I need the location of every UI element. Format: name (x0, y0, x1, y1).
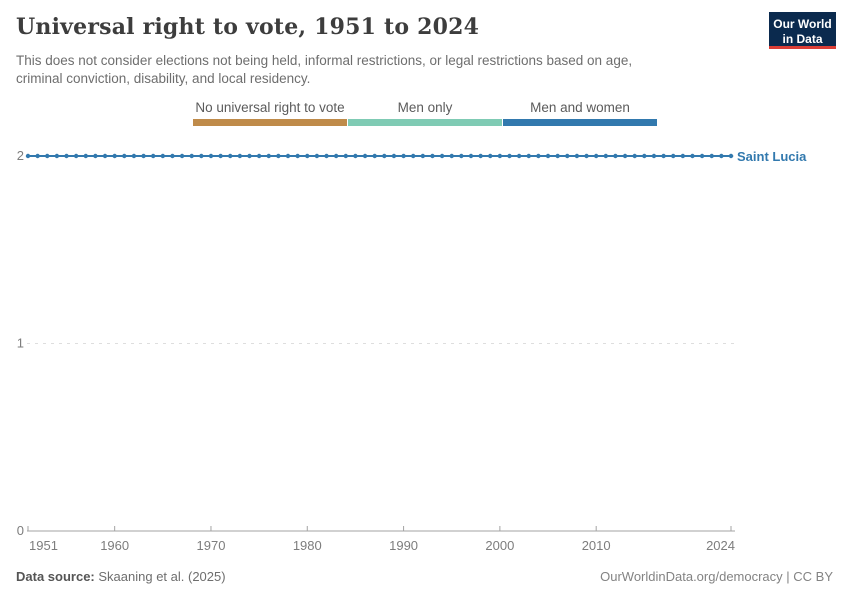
data-source-value: Skaaning et al. (2025) (98, 569, 226, 584)
svg-text:1980: 1980 (293, 538, 322, 553)
subtitle-line-1: This does not consider elections not bei… (16, 53, 633, 68)
legend-label: No universal right to vote (195, 100, 345, 115)
legend-label: Men only (397, 100, 453, 115)
legend-color-bar (348, 119, 502, 126)
chart-subtitle: This does not consider elections not bei… (16, 52, 726, 88)
attribution-link[interactable]: OurWorldinData.org/democracy | CC BY (600, 569, 833, 584)
page-title: Universal right to vote, 1951 to 2024 (16, 14, 480, 40)
svg-text:1970: 1970 (197, 538, 226, 553)
series-label-saint-lucia[interactable]: Saint Lucia (737, 149, 807, 164)
svg-text:1960: 1960 (100, 538, 129, 553)
svg-text:1951: 1951 (29, 538, 58, 553)
legend-color-bar (503, 119, 657, 126)
svg-text:2010: 2010 (582, 538, 611, 553)
legend-item-men-and-women[interactable]: Men and women (503, 100, 657, 126)
owid-logo[interactable]: Our World in Data (769, 12, 836, 49)
legend-color-bar (193, 119, 347, 126)
owid-logo-line-1: Our World (773, 17, 832, 31)
data-source-note: Data source: Skaaning et al. (2025) (16, 569, 226, 584)
svg-text:2: 2 (17, 148, 24, 163)
subtitle-line-2: criminal conviction, disability, and loc… (16, 71, 311, 87)
svg-text:2024: 2024 (706, 538, 735, 553)
legend-item-men-only[interactable]: Men only (348, 100, 502, 126)
owid-logo-line-2: in Data (782, 32, 823, 46)
svg-text:2000: 2000 (485, 538, 514, 553)
svg-text:1990: 1990 (389, 538, 418, 553)
legend-item-no-universal-right[interactable]: No universal right to vote (193, 100, 347, 126)
svg-text:0: 0 (17, 523, 24, 538)
data-source-label: Data source: (16, 569, 95, 584)
legend-label: Men and women (530, 100, 630, 115)
svg-text:1: 1 (17, 336, 24, 351)
